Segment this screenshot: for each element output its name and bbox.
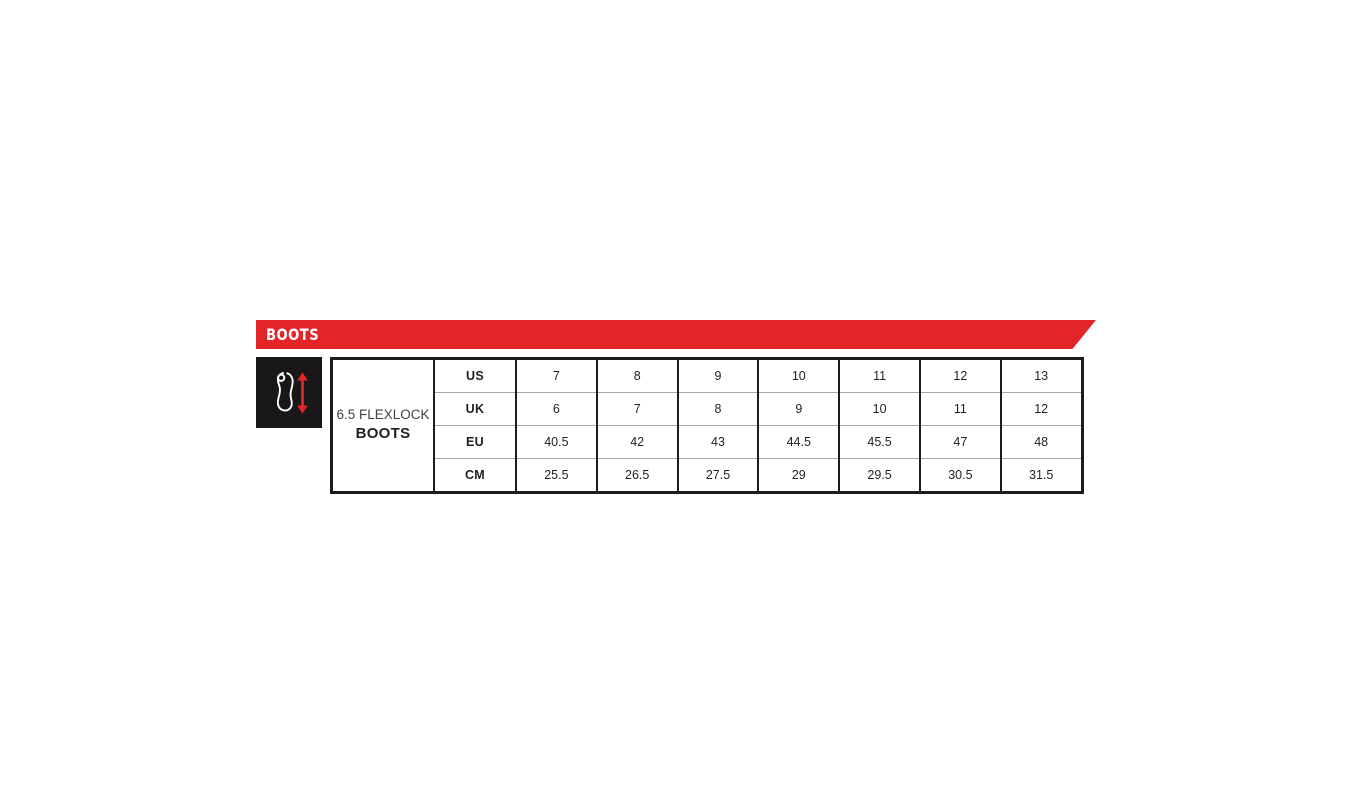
chart-body: 6.5 FLEXLOCK BOOTS US 7 8 9 10 11 12 13 … xyxy=(256,357,1096,497)
cell-uk-1: 7 xyxy=(596,392,679,426)
size-table: 6.5 FLEXLOCK BOOTS US 7 8 9 10 11 12 13 … xyxy=(330,357,1084,494)
cell-eu-5: 47 xyxy=(919,425,1002,459)
cell-eu-6: 48 xyxy=(1000,425,1083,459)
cell-eu-3: 44.5 xyxy=(758,425,841,459)
chart-banner: BOOTS xyxy=(256,320,1096,349)
cell-us-0: 7 xyxy=(516,358,598,393)
cell-uk-6: 12 xyxy=(1000,392,1083,426)
footprint-measure-icon xyxy=(256,357,322,428)
cell-uk-2: 8 xyxy=(677,392,760,426)
banner-background-shape xyxy=(256,320,1096,349)
cell-uk-4: 10 xyxy=(839,392,921,426)
cell-eu-4: 45.5 xyxy=(839,425,921,459)
unit-label-eu: EU xyxy=(434,425,517,459)
unit-label-us: US xyxy=(434,358,517,393)
cell-cm-0: 25.5 xyxy=(516,458,598,493)
cell-us-5: 12 xyxy=(919,358,1002,393)
banner-title: BOOTS xyxy=(266,325,320,344)
cell-eu-0: 40.5 xyxy=(516,425,598,459)
cell-us-3: 10 xyxy=(758,358,841,393)
size-chart: BOOTS 6.5 FLEXLOCK BOOTS US 7 8 xyxy=(256,320,1096,497)
cell-us-6: 13 xyxy=(1000,358,1083,393)
unit-label-cm: CM xyxy=(434,458,517,493)
product-type: BOOTS xyxy=(355,425,411,443)
cell-us-1: 8 xyxy=(596,358,679,393)
table-row: 6.5 FLEXLOCK BOOTS US 7 8 9 10 11 12 13 xyxy=(331,358,1083,493)
cell-cm-4: 29.5 xyxy=(839,458,921,493)
product-label-cell: 6.5 FLEXLOCK BOOTS xyxy=(331,358,435,493)
cell-cm-1: 26.5 xyxy=(596,458,679,493)
cell-eu-1: 42 xyxy=(596,425,679,459)
cell-cm-6: 31.5 xyxy=(1029,468,1054,482)
unit-label-uk: UK xyxy=(434,392,517,426)
cell-uk-3: 9 xyxy=(758,392,841,426)
cell-cm-3: 29 xyxy=(758,458,841,493)
table-row: CM 25.5 26.5 27.5 29 29.5 30.5 31.5 xyxy=(332,458,1083,493)
cell-us-2: 9 xyxy=(677,358,760,393)
table-row: EU 40.5 42 43 44.5 45.5 47 48 xyxy=(332,425,1083,459)
cell-uk-0: 6 xyxy=(516,392,598,426)
cell-eu-2: 43 xyxy=(677,425,760,459)
table-row: UK 6 7 8 9 10 11 12 xyxy=(332,392,1083,426)
product-model: 6.5 FLEXLOCK xyxy=(336,407,430,423)
cell-us-4: 11 xyxy=(839,358,921,393)
cell-cm-5: 30.5 xyxy=(919,458,1002,493)
cell-uk-5: 11 xyxy=(919,392,1002,426)
cell-cm-2: 27.5 xyxy=(677,458,760,493)
